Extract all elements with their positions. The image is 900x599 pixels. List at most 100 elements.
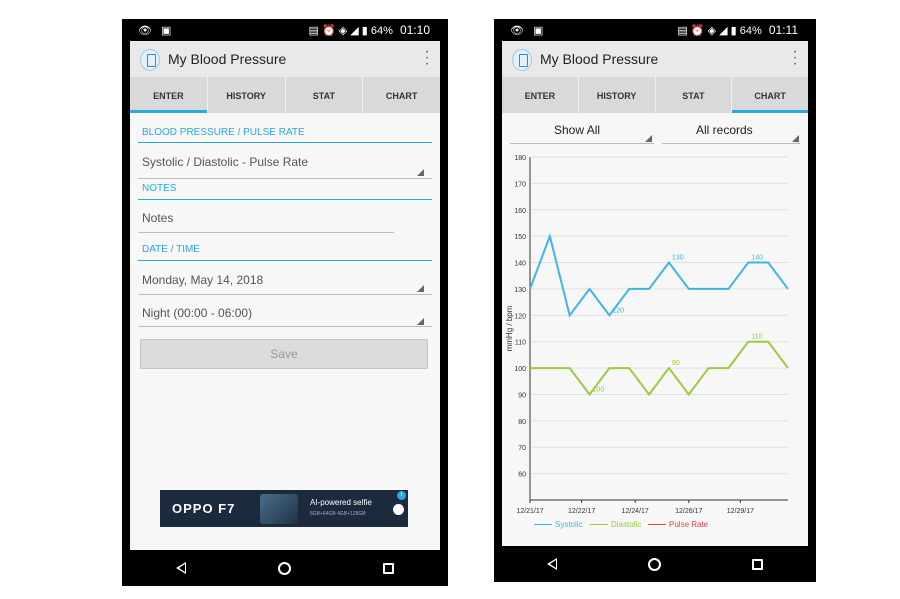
legend-label: Diastolic bbox=[611, 520, 642, 529]
y-tick-label: 110 bbox=[515, 340, 526, 347]
tab-stat[interactable]: STAT bbox=[286, 77, 364, 113]
clock-text: 01:10 bbox=[399, 23, 430, 37]
notes-input[interactable]: Notes bbox=[142, 211, 174, 225]
bp-section-label: BLOOD PRESSURE / PULSE RATE bbox=[142, 127, 305, 138]
legend-diastolic: Diastolic bbox=[590, 520, 641, 529]
app-title: My Blood Pressure bbox=[540, 51, 659, 67]
status-notification-icons: 👁 ▣ bbox=[138, 25, 175, 37]
section-divider bbox=[138, 260, 432, 261]
y-tick-label: 100 bbox=[514, 366, 526, 373]
chart-grid bbox=[530, 156, 788, 475]
field-underline bbox=[138, 232, 394, 233]
y-tick-label: 70 bbox=[518, 445, 526, 452]
y-tick-label: 80 bbox=[518, 419, 526, 426]
y-axis-label: mmHg / bpm bbox=[505, 305, 514, 351]
legend-swatch bbox=[534, 524, 552, 526]
data-label: 110 bbox=[751, 334, 762, 341]
legend-systolic: Systolic bbox=[534, 520, 583, 529]
section-divider bbox=[138, 199, 432, 200]
ad-tagline: AI-powered selfie bbox=[310, 498, 372, 507]
time-period-select[interactable]: Night (00:00 - 06:00) bbox=[142, 306, 253, 320]
data-label: 130 bbox=[672, 255, 684, 262]
y-tick-label: 150 bbox=[514, 234, 526, 241]
status-right: ▤ ⏰ ◈ ◢ ▮ 64% 01:11 bbox=[677, 23, 798, 37]
tab-stat[interactable]: STAT bbox=[656, 77, 733, 113]
phone-enter-screen: 👁 ▣ ▤ ⏰ ◈ ◢ ▮ 64% 01:10 My Blood Pressur… bbox=[122, 19, 448, 586]
ad-subtext: 6GB+64GB 4GB+128GB bbox=[310, 511, 366, 517]
legend-label: Pulse Rate bbox=[669, 520, 709, 529]
tab-chart[interactable]: CHART bbox=[385, 91, 418, 101]
tab-history[interactable]: HISTORY bbox=[208, 77, 286, 113]
tab-enter[interactable]: ENTER bbox=[130, 77, 208, 113]
y-tick-label: 120 bbox=[514, 313, 526, 320]
tab-enter[interactable]: ENTER bbox=[502, 77, 579, 113]
nav-bar bbox=[502, 546, 808, 582]
overflow-menu-icon[interactable]: · · · bbox=[792, 43, 798, 72]
filter-records-select[interactable]: All records bbox=[696, 123, 753, 137]
section-divider bbox=[138, 142, 432, 143]
back-icon[interactable] bbox=[176, 562, 186, 574]
ad-info-icon[interactable]: i bbox=[397, 491, 406, 500]
nav-bar bbox=[130, 550, 440, 586]
y-tick-label: 160 bbox=[514, 208, 526, 215]
app-title: My Blood Pressure bbox=[168, 51, 287, 67]
status-bar: 👁 ▣ ▤ ⏰ ◈ ◢ ▮ 64% 01:11 bbox=[502, 19, 808, 41]
home-icon[interactable] bbox=[647, 557, 661, 571]
datetime-section-label: DATE / TIME bbox=[142, 244, 200, 255]
field-underline bbox=[138, 326, 432, 327]
legend-swatch bbox=[648, 524, 666, 526]
field-underline bbox=[138, 178, 432, 179]
x-tick-label: 12/24/17 bbox=[622, 508, 649, 515]
overflow-menu-icon[interactable]: · · · bbox=[424, 43, 430, 72]
tab-bar: ENTER HISTORY STAT CHART bbox=[502, 77, 808, 113]
y-tick-label: 60 bbox=[518, 472, 526, 479]
legend-swatch bbox=[590, 524, 608, 526]
clipboard-icon bbox=[512, 49, 532, 71]
enter-screen: 👁 ▣ ▤ ⏰ ◈ ◢ ▮ 64% 01:10 My Blood Pressur… bbox=[130, 19, 440, 586]
y-tick-label: 140 bbox=[514, 261, 526, 268]
ad-phone-image bbox=[260, 494, 298, 524]
dropdown-corner-icon bbox=[417, 169, 424, 176]
chart-screen: 👁 ▣ ▤ ⏰ ◈ ◢ ▮ 64% 01:11 My Blood Pressur… bbox=[502, 19, 808, 582]
legend-label: Systolic bbox=[555, 520, 583, 529]
data-label: 100 bbox=[593, 386, 605, 393]
x-tick-label: 12/26/17 bbox=[675, 508, 702, 515]
ad-banner[interactable]: OPPO F7 AI-powered selfie 6GB+64GB 4GB+1… bbox=[160, 490, 408, 527]
tab-bar: ENTER HISTORY STAT CHART bbox=[130, 77, 440, 113]
data-label: 120 bbox=[612, 307, 624, 314]
series-line-systolic bbox=[529, 232, 789, 318]
recent-apps-icon[interactable] bbox=[751, 558, 763, 570]
x-tick-label: 12/21/17 bbox=[516, 508, 543, 515]
save-button[interactable]: Save bbox=[140, 339, 428, 369]
series-line-diastolic bbox=[530, 340, 789, 397]
bp-input[interactable]: Systolic / Diastolic - Pulse Rate bbox=[142, 155, 309, 169]
status-system-icons: ▤ ⏰ ◈ ◢ ▮ bbox=[308, 25, 371, 37]
home-icon[interactable] bbox=[278, 561, 291, 575]
filter-show-select[interactable]: Show All bbox=[554, 123, 601, 137]
tab-history[interactable]: HISTORY bbox=[579, 77, 656, 113]
recent-apps-icon[interactable] bbox=[383, 562, 394, 574]
data-label: 90 bbox=[672, 360, 680, 367]
status-system-icons: ▤ ⏰ ◈ ◢ ▮ bbox=[677, 25, 740, 37]
chart-axes: 60 70 80 90 100 110 120 130 140 150 160 170 180 12/21… bbox=[505, 155, 788, 515]
app-bar: My Blood Pressure · · · bbox=[130, 41, 440, 77]
tab-chart[interactable]: CHART bbox=[732, 77, 808, 113]
back-icon[interactable] bbox=[547, 558, 558, 570]
notes-section-label: NOTES bbox=[142, 183, 177, 194]
status-right: ▤ ⏰ ◈ ◢ ▮ 64% 01:10 bbox=[309, 23, 430, 37]
x-tick-label: 12/22/17 bbox=[568, 508, 595, 515]
chart-data-labels: 120 130 140 100 90 110 bbox=[593, 255, 764, 394]
date-picker[interactable]: Monday, May 14, 2018 bbox=[142, 273, 264, 287]
battery-text: 64% bbox=[370, 25, 393, 37]
ad-arrow-icon bbox=[393, 504, 404, 515]
y-tick-label: 130 bbox=[514, 287, 526, 294]
dropdown-corner-icon bbox=[417, 285, 424, 292]
dropdown-corner-icon bbox=[417, 318, 424, 325]
chart-series bbox=[529, 232, 789, 397]
field-underline bbox=[510, 143, 654, 144]
clipboard-icon bbox=[140, 49, 160, 71]
field-underline bbox=[138, 294, 432, 295]
phone-chart-screen: 👁 ▣ ▤ ⏰ ◈ ◢ ▮ 64% 01:11 My Blood Pressur… bbox=[494, 19, 816, 582]
status-notification-icons: 👁 ▣ bbox=[510, 25, 547, 37]
field-underline bbox=[662, 143, 800, 144]
